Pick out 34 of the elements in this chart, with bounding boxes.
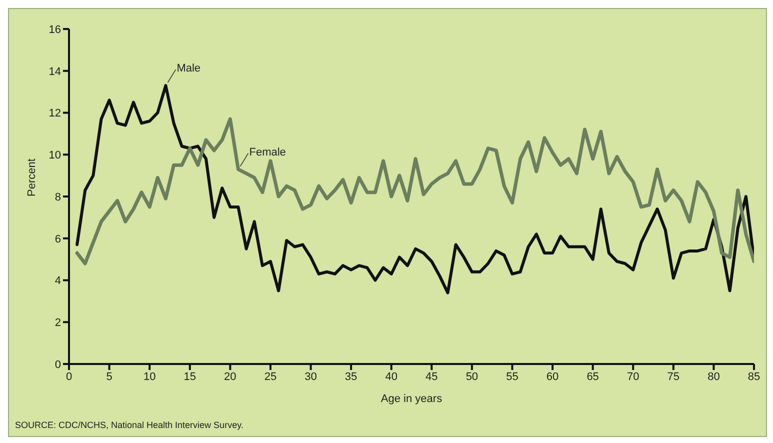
x-tick-label: 30	[304, 370, 317, 383]
y-tick-label: 4	[54, 275, 61, 288]
x-tick-label: 65	[586, 370, 599, 383]
x-tick-label: 40	[385, 370, 398, 383]
x-tick-label: 10	[143, 370, 156, 383]
line-series	[76, 84, 754, 294]
x-tick-label: 80	[708, 370, 720, 383]
y-tick-label: 10	[48, 150, 61, 162]
x-tick-label: 75	[667, 370, 680, 383]
series-label: Male	[176, 62, 201, 75]
y-tick-label: 16	[48, 24, 61, 36]
x-tick-label: 0	[66, 370, 72, 383]
x-tick-label: 55	[506, 370, 518, 383]
x-tick-label: 50	[466, 370, 478, 383]
x-tick-label: 5	[106, 370, 112, 383]
x-tick-label: 45	[426, 370, 438, 383]
x-tick-label: 25	[264, 370, 277, 383]
source-note: SOURCE: CDC/NCHS, National Health Interview Survey.	[15, 420, 244, 430]
x-tick-label: 20	[224, 370, 236, 383]
series-label: Female	[249, 146, 286, 158]
y-tick-label: 12	[48, 108, 61, 120]
y-tick-label: 6	[54, 233, 61, 246]
line-series	[75, 117, 754, 266]
y-tick-label: 8	[54, 191, 61, 204]
x-tick-label: 85	[748, 370, 760, 383]
x-tick-label: 70	[626, 370, 640, 383]
y-tick-label: 14	[48, 66, 61, 78]
x-tick-label: 35	[344, 370, 358, 383]
y-tick-label: 0	[54, 358, 61, 371]
y-axis-title: Percent	[26, 158, 38, 196]
x-axis-title: Age in years	[380, 393, 443, 405]
y-tick-label: 2	[54, 317, 61, 330]
x-tick-label: 15	[184, 370, 196, 383]
x-tick-label: 60	[546, 370, 559, 383]
